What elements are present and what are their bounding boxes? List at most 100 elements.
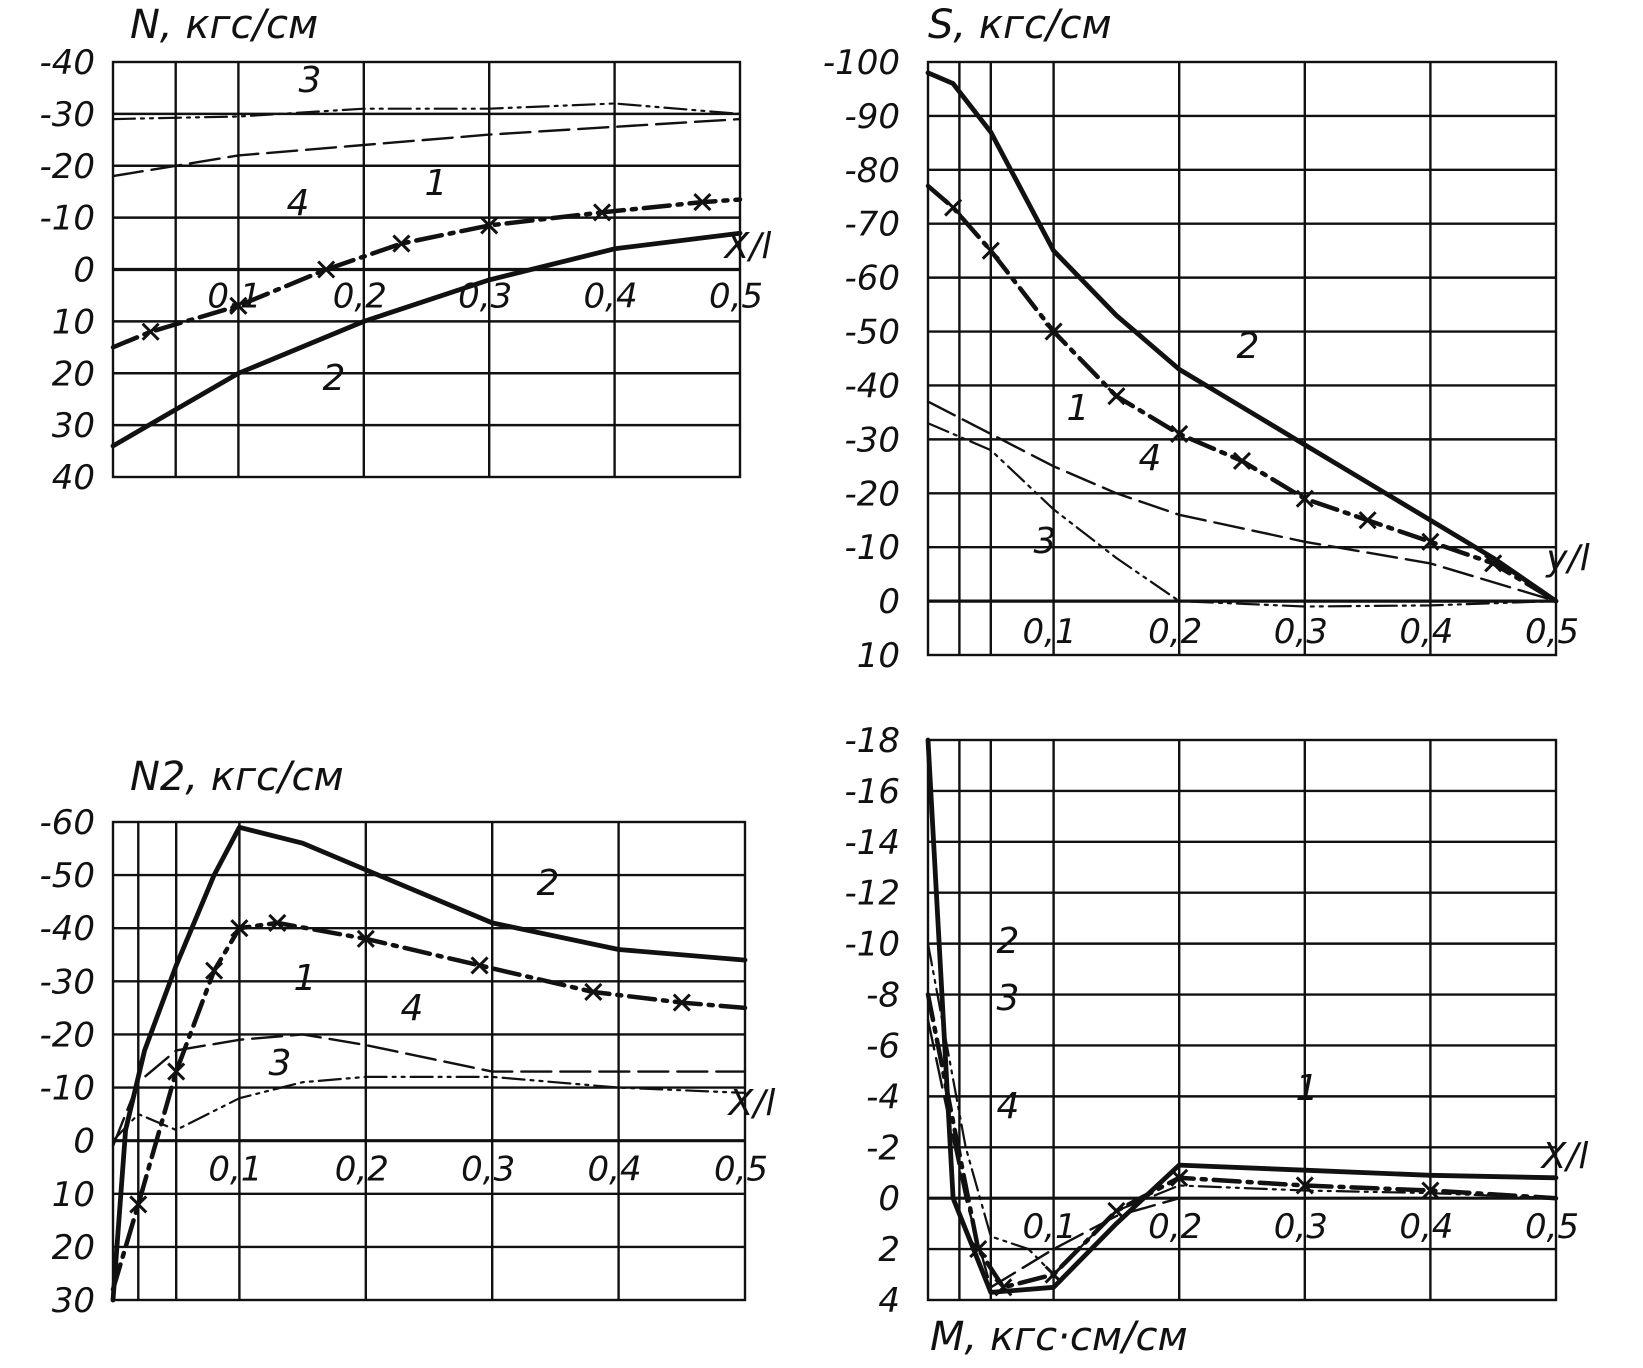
series-1-marker bbox=[317, 260, 336, 279]
y-tick-label: -10 bbox=[39, 1069, 95, 1109]
series-3-line bbox=[111, 102, 742, 121]
x-tick-label: 0,5 bbox=[709, 277, 763, 317]
y-tick-label: 0 bbox=[878, 1179, 900, 1219]
y-tick-label: 20 bbox=[52, 1228, 95, 1268]
curve-label-2: 2 bbox=[1237, 326, 1260, 367]
y-tick-label: -100 bbox=[823, 43, 900, 83]
series-1-marker bbox=[1421, 532, 1440, 551]
series-2-line bbox=[925, 737, 1559, 1295]
series-1-marker bbox=[141, 322, 160, 341]
series-1-marker bbox=[470, 956, 489, 975]
series-1-marker bbox=[592, 203, 612, 222]
y-tick-label: 2 bbox=[878, 1230, 900, 1270]
x-tick-label: 0,5 bbox=[1525, 1207, 1579, 1247]
y-tick-label: -18 bbox=[844, 721, 900, 761]
y-tick-label: -10 bbox=[844, 528, 900, 568]
series-4-line bbox=[111, 117, 742, 178]
y-tick-label: -40 bbox=[39, 43, 95, 83]
y-tick-label: 0 bbox=[878, 582, 900, 622]
y-tick-label: -12 bbox=[844, 874, 900, 914]
curve-label-2: 2 bbox=[537, 863, 560, 904]
y-tick-label: -60 bbox=[844, 259, 900, 299]
series-3-line bbox=[111, 1075, 747, 1142]
series-1-marker bbox=[392, 234, 411, 253]
series-4-line bbox=[111, 1033, 747, 1148]
plot-frame bbox=[926, 60, 1558, 657]
series-1-marker bbox=[672, 993, 691, 1012]
x-tick-label: 0,3 bbox=[1274, 612, 1328, 652]
curve-label-3: 3 bbox=[997, 978, 1020, 1019]
curve-label-4: 4 bbox=[1139, 438, 1162, 479]
x-tick-label: 0,4 bbox=[584, 277, 638, 317]
x-tick-label: 0,3 bbox=[461, 1150, 515, 1190]
x-axis-label: y/l bbox=[1545, 538, 1589, 579]
series-1-marker bbox=[1232, 451, 1252, 470]
y-tick-label: -60 bbox=[39, 803, 95, 843]
curve-label-2: 2 bbox=[323, 358, 346, 399]
y-tick-label: -16 bbox=[844, 772, 900, 812]
series-1-marker bbox=[693, 193, 712, 212]
y-tick-label: 10 bbox=[857, 636, 900, 676]
x-tick-label: 0,4 bbox=[1399, 1207, 1453, 1247]
curve-label-4: 4 bbox=[401, 988, 424, 1029]
x-tick-label: 0,2 bbox=[1148, 1207, 1202, 1247]
series-1-marker bbox=[1107, 387, 1126, 406]
y-tick-label: -30 bbox=[844, 420, 900, 460]
curve-label-1: 1 bbox=[1296, 1068, 1319, 1109]
y-tick-label: -8 bbox=[866, 976, 900, 1016]
curve-label-3: 3 bbox=[269, 1043, 292, 1084]
y-tick-label: 0 bbox=[73, 1122, 95, 1162]
y-tick-label: -40 bbox=[39, 909, 95, 949]
series-1-marker bbox=[205, 961, 224, 980]
y-tick-label: -50 bbox=[39, 856, 95, 896]
chart-title: N, кгс/см bbox=[130, 2, 318, 48]
y-tick-label: -90 bbox=[844, 97, 900, 137]
series-1-marker bbox=[356, 929, 375, 948]
x-tick-label: 0,1 bbox=[208, 1150, 262, 1190]
x-axis-label: X/l bbox=[727, 1083, 776, 1124]
x-tick-label: 0,4 bbox=[1399, 612, 1453, 652]
y-tick-label: -20 bbox=[39, 147, 95, 187]
y-tick-label: 10 bbox=[52, 302, 95, 342]
y-tick-label: 30 bbox=[52, 1281, 95, 1321]
curve-label-4: 4 bbox=[997, 1086, 1020, 1127]
y-tick-label: 10 bbox=[52, 1175, 95, 1215]
curve-label-1: 1 bbox=[1067, 388, 1090, 429]
series-1-marker bbox=[1170, 424, 1189, 444]
y-tick-label: 20 bbox=[52, 354, 95, 394]
y-tick-label: -10 bbox=[844, 925, 900, 965]
curve-label-4: 4 bbox=[287, 183, 310, 224]
x-tick-label: 0,5 bbox=[1525, 612, 1579, 652]
y-tick-label: -40 bbox=[844, 366, 900, 406]
series-1-marker bbox=[1484, 554, 1503, 573]
chart-title: N2, кгс/см bbox=[130, 754, 344, 800]
series-1-marker bbox=[1421, 1181, 1440, 1200]
series-2-line bbox=[110, 824, 748, 1303]
series-1-marker bbox=[1044, 322, 1063, 341]
y-tick-label: -4 bbox=[866, 1077, 900, 1117]
series-1-marker bbox=[129, 1195, 148, 1214]
x-tick-label: 0,4 bbox=[588, 1150, 642, 1190]
series-1-marker bbox=[1295, 489, 1314, 508]
y-tick-label: -50 bbox=[844, 313, 900, 353]
y-tick-label: -70 bbox=[844, 205, 900, 245]
panel-n2-chart: -60 -50 -40 -30 -20 -10 0 10 20 30 0,1 0,2 0,3 0,4 0,5… bbox=[39, 754, 775, 1321]
series-1-marker bbox=[268, 913, 287, 932]
series-1-marker bbox=[167, 1062, 186, 1081]
series-1-marker bbox=[229, 296, 248, 315]
curve-label-2: 2 bbox=[997, 921, 1020, 962]
x-tick-label: 0,1 bbox=[1023, 612, 1077, 652]
series-2-line bbox=[110, 230, 743, 449]
y-tick-label: -14 bbox=[844, 823, 900, 863]
y-tick-label: 4 bbox=[878, 1281, 900, 1321]
series-4-line bbox=[926, 1018, 1558, 1289]
curve-label-1: 1 bbox=[425, 163, 448, 204]
series-1-marker bbox=[230, 919, 249, 938]
y-tick-label: -2 bbox=[866, 1128, 900, 1168]
curve-label-3: 3 bbox=[299, 60, 322, 101]
x-tick-label: 0,2 bbox=[1148, 612, 1202, 652]
